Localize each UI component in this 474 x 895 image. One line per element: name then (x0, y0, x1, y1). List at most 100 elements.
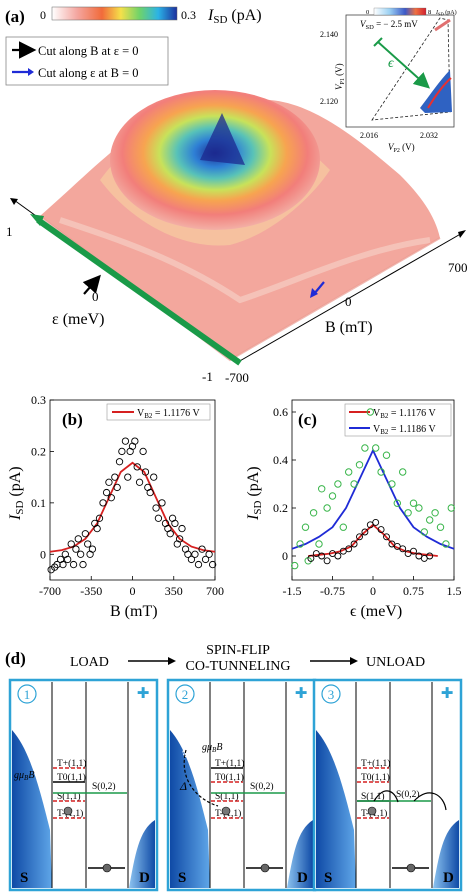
s02-label: S(0,2) (396, 789, 420, 800)
panel-b-fit-line (49, 461, 216, 553)
panel-c-ytick-label: 0.6 (273, 405, 288, 419)
panel-b-data-point (84, 540, 92, 548)
panel-b-data-point (191, 550, 199, 558)
inset-xlabel: VP2 (V) (388, 142, 415, 154)
step-number-circle (321, 684, 341, 704)
panel-c-data-point-green (315, 540, 323, 548)
panel-b-xtick-label: -700 (39, 584, 61, 598)
B-tick-700: 700 (448, 260, 468, 275)
source-label: S (178, 870, 186, 886)
panel-c-legend-1: VB2 = 1.1186 V (373, 424, 436, 436)
panel-b-data-point (135, 478, 144, 486)
panel-b-data-point (88, 545, 97, 553)
panel-a-label: (a) (5, 7, 25, 26)
inset-green-arrow (377, 41, 430, 89)
panel-c-data-point-green (350, 480, 358, 488)
panel-b-xlabel: B (mT) (110, 603, 158, 620)
source-label: S (324, 870, 332, 886)
electron (63, 806, 73, 816)
panel-c-data-point-green (426, 516, 434, 524)
green-cut-line (36, 217, 242, 366)
energy-level-label: S(1,1) (57, 791, 81, 802)
inset-cb-min: 0 (366, 9, 369, 16)
B-tick-neg700: -700 (225, 370, 249, 385)
panel-b-ytick-label: 0.3 (31, 393, 46, 407)
panel-c-data-point-green (334, 480, 342, 488)
panel-b-data-point (53, 560, 61, 569)
energy-level-label: T0(1,1) (57, 772, 86, 783)
panel-b-legend (106, 403, 211, 421)
energy-diagram-3: 3✚SDT+(1,1)T0(1,1)S(1,1)T-(1,1)S(0,2) (312, 678, 463, 892)
plus-icon: ✚ (295, 685, 308, 702)
panel-c-ylabel: ISD (pA) (245, 466, 264, 521)
inset-colorbar (373, 7, 427, 16)
panel-b-data-point (150, 473, 158, 481)
panel-c-xtick-label: 0.75 (403, 584, 424, 598)
panel-b-data-point (178, 524, 186, 533)
panel-b-data-point (59, 560, 67, 569)
eps-axis-label: ε (meV) (52, 311, 104, 328)
panel-c-fit-line (291, 448, 455, 550)
panel-c-data-point (399, 545, 407, 553)
colorbar-min: 0 (40, 8, 46, 22)
panel-b-legend-text: VB2 = 1.1176 V (137, 408, 200, 420)
panel-c-label: (c) (298, 410, 317, 429)
panel-c-data-point-green (409, 499, 418, 507)
panel-c: (c) VB2 = 1.1176 V VB2 = 1.1186 V -1.5 -0… (245, 399, 462, 620)
inset-ylabel: VP1 (V) (334, 63, 346, 90)
panel-c-fit-line (308, 523, 438, 557)
inset-cb-max: 8 (428, 9, 431, 16)
panel-c-data-point-green (447, 504, 455, 512)
panel-b-data-point (124, 473, 132, 481)
step-spinflip: SPIN-FLIP (206, 643, 270, 658)
electron (367, 806, 377, 816)
panel-c-xtick-label: -1.5 (283, 584, 302, 598)
panel-b-data-point (187, 555, 196, 564)
panel-c-data-point-green (415, 504, 423, 512)
eps-tick-1: 1 (6, 224, 13, 239)
panel-b-data-point (79, 560, 87, 569)
panel-c-data-point (307, 554, 315, 562)
plus-icon: ✚ (441, 685, 454, 702)
panel-b-data-point (69, 560, 78, 569)
panel-b-data-point (93, 524, 101, 533)
panel-c-data-point (377, 526, 385, 534)
s02-label: S(0,2) (92, 781, 116, 792)
inset-ytick-1: 2.120 (320, 97, 338, 106)
inset-xtick-1: 2.032 (420, 131, 438, 140)
panel-c-data-point-green (393, 499, 401, 507)
drain-lead (433, 820, 459, 888)
drain-lead (287, 820, 313, 888)
panel-d: (d) LOAD SPIN-FLIP CO-TUNNELING UNLOAD 1… (5, 643, 463, 892)
panel-b: (b) VB2 = 1.1176 V -700 -350 0 350 700 0 0.1 0.… (7, 393, 224, 620)
drain-label: D (139, 870, 150, 886)
panel-c-xlabel: ϵ (meV) (350, 603, 402, 620)
drain-label: D (297, 870, 308, 886)
electron (221, 806, 231, 816)
panel-b-data-point (95, 514, 104, 522)
panel-c-data-point-green (328, 492, 337, 500)
legend-item-0: Cut along B at ε = 0 (38, 44, 139, 58)
panel-b-data-point (111, 473, 119, 481)
colorbar-max: 0.3 (181, 8, 196, 22)
panel-b-ylabel: ISD (pA) (7, 466, 26, 521)
axis-B-line (237, 231, 465, 363)
step-number: 2 (182, 687, 189, 702)
panel-b-data-point (198, 545, 206, 553)
panel-b-data-point (166, 530, 174, 538)
panel-c-data-point-green (323, 504, 331, 512)
panel-b-data-point (99, 499, 107, 507)
panel-b-xtick-label: 350 (165, 584, 183, 598)
panel-b-data-point (208, 560, 217, 569)
panel-b-data-point (184, 550, 192, 558)
source-lead (170, 730, 210, 888)
panel-b-data-point (74, 535, 82, 543)
panel-b-label: (b) (62, 410, 83, 429)
energy-level-label: S(1,1) (215, 791, 239, 802)
black-arrow (82, 274, 101, 295)
panel-c-xtick-label: -0.75 (320, 584, 345, 598)
source-label: S (20, 870, 28, 886)
panel-b-data-point (141, 468, 150, 476)
colorbar-label: ISD (pA) (207, 7, 262, 26)
delta-label: Δ (179, 779, 187, 793)
